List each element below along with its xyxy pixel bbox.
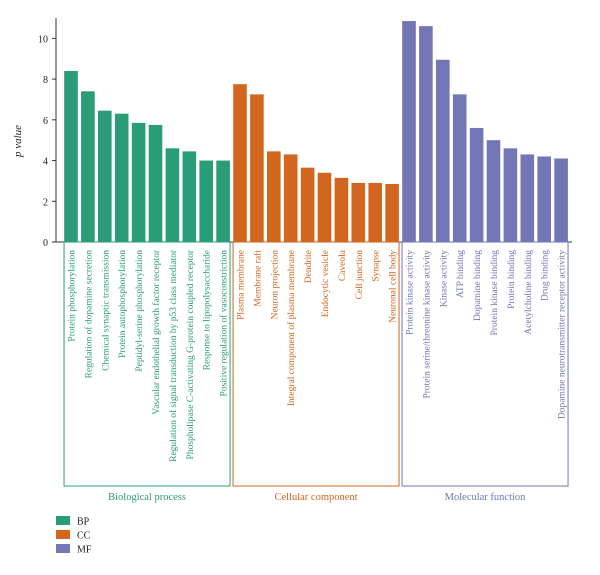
x-tick-label: Endocytic vesicle — [321, 250, 331, 317]
group-label: Molecular function — [445, 492, 527, 503]
legend-swatch — [56, 516, 70, 525]
bar — [216, 160, 230, 242]
bar — [317, 172, 332, 242]
x-tick-label: Peptidyl-serine phosphorylation — [135, 250, 145, 372]
x-tick-label: Cell junction — [355, 250, 365, 300]
bar — [486, 140, 501, 242]
x-tick-label: Chemical synaptic transmission — [101, 250, 111, 371]
x-tick-label: Integral component of plasma membrane — [286, 250, 297, 406]
bar — [267, 151, 281, 242]
y-axis: 0 2 4 6 8 10 p value — [12, 18, 57, 249]
bar — [520, 154, 535, 242]
x-tick-label: ATP binding — [456, 250, 466, 298]
y-ticks: 0 2 4 6 8 10 — [38, 34, 56, 249]
y-tick-label: 10 — [38, 34, 48, 45]
x-tick-label: Kinase activity — [439, 250, 449, 307]
bar — [554, 158, 568, 242]
bar — [131, 122, 146, 242]
bar — [368, 182, 382, 242]
group-label: Biological process — [108, 492, 186, 503]
legend-swatch — [56, 530, 70, 539]
bar — [334, 177, 349, 242]
x-tick-label: Synapse — [372, 250, 382, 282]
x-tick-label: Neuronal cell body — [389, 250, 399, 323]
x-tick-label: Plasma membrane — [237, 250, 247, 320]
x-tick-label: Membrane raft — [252, 250, 263, 307]
bar — [233, 84, 247, 242]
x-tick-label: Caveola — [338, 249, 348, 281]
bar — [452, 94, 467, 242]
x-tick-label: Regulation of dopamine secretion — [83, 250, 94, 379]
legend-label: BP — [77, 517, 90, 528]
x-tick-label: Protein autophosphorylation — [118, 250, 128, 358]
bar — [419, 26, 433, 243]
legend-label: MF — [77, 545, 92, 556]
x-tick-label: Drug binding — [541, 250, 551, 301]
y-tick-label: 4 — [43, 157, 48, 168]
x-tick-label: Regulation of signal transduction by p53… — [168, 249, 179, 462]
group-box — [63, 241, 231, 487]
group-label: Cellular component — [274, 492, 357, 503]
legend: BP CC MF — [56, 516, 92, 556]
y-tick-label: 8 — [43, 75, 48, 86]
bar — [351, 182, 366, 242]
x-tick-label: Dopamine neurotransmitter receptor activ… — [558, 250, 568, 419]
x-tick-label: Protein kinase binding — [490, 250, 500, 336]
x-tick-labels: Protein phosphorylation Regulation of dop… — [68, 249, 568, 462]
bar — [385, 183, 399, 242]
bar — [537, 156, 551, 242]
bar — [469, 127, 484, 242]
x-tick-label: Protein kinase activity — [406, 250, 416, 335]
x-tick-label: Protein binding — [507, 250, 517, 309]
group-box — [401, 241, 569, 487]
x-tick-label: Positive regulation of vasoconstriction — [219, 250, 230, 397]
bar — [402, 21, 416, 242]
legend-label: CC — [77, 531, 91, 542]
bar — [81, 91, 95, 243]
y-tick-label: 6 — [43, 116, 48, 127]
x-tick-label: Dopamine binding — [473, 250, 483, 321]
bar — [114, 113, 129, 242]
bar — [503, 148, 518, 242]
bar — [283, 154, 298, 242]
y-tick-label: 2 — [43, 197, 48, 208]
bar — [199, 160, 213, 242]
bar — [148, 124, 163, 242]
x-tick-label: Response to lipopolysaccharide — [203, 250, 213, 370]
x-tick-label: Protein phosphorylation — [68, 250, 78, 342]
y-axis-label: p value — [12, 125, 24, 158]
bar — [98, 110, 112, 243]
bar — [64, 70, 78, 242]
x-tick-label: Neuron projection — [270, 250, 280, 320]
bar — [182, 151, 197, 242]
bar — [300, 167, 315, 242]
x-tick-label: Phospholipase C-activating G-protein cou… — [186, 249, 196, 459]
bar — [436, 59, 450, 242]
group-boxes: Biological process Cellular component Mole… — [63, 241, 569, 503]
legend-swatch — [56, 544, 70, 553]
bars — [64, 21, 568, 243]
x-tick-label: Acetylcholine binding — [524, 250, 534, 335]
x-tick-label: Protein serine/threonine kinase activity — [422, 250, 432, 399]
group-box — [232, 241, 400, 487]
x-tick-label: Dendrite — [304, 250, 314, 283]
bar — [165, 148, 180, 242]
y-tick-label: 0 — [43, 238, 48, 249]
bar — [250, 94, 264, 242]
x-tick-label: Vascular endothelial growth factor recep… — [151, 249, 162, 414]
